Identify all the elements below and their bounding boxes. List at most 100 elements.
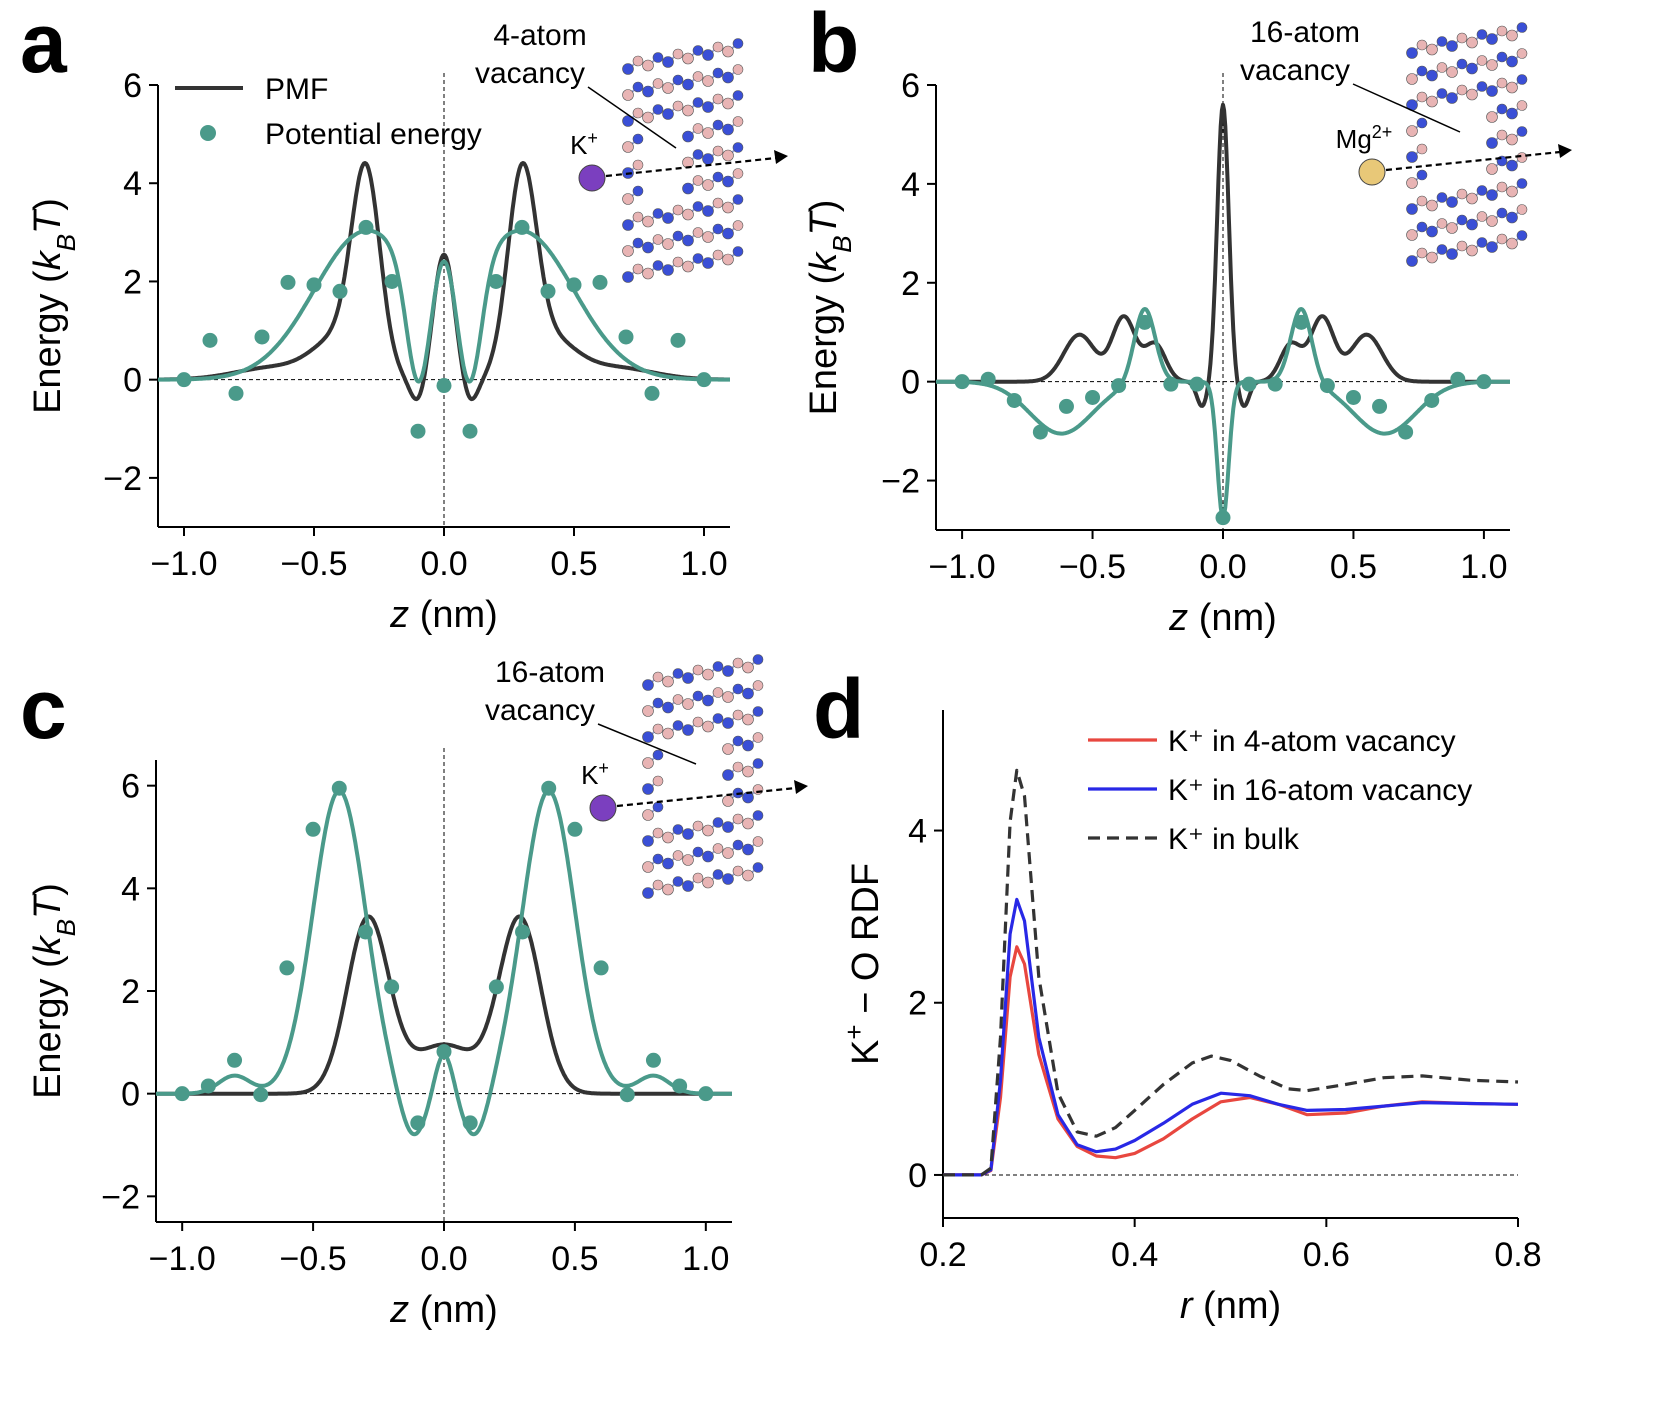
vacancy-label: vacancy: [1240, 54, 1350, 87]
atom: [652, 78, 664, 89]
potential-energy-point: [227, 1052, 243, 1068]
atom: [1466, 244, 1478, 257]
atom: [682, 182, 694, 195]
atom: [712, 843, 724, 854]
atom: [1426, 251, 1438, 264]
atom: [652, 208, 664, 219]
panel-b: b −1.0 −0.5 0.0 0.5 1.0 −2 0 2 4 6 z (nm) Energy (kB…: [803, 0, 1572, 639]
atom: [662, 108, 674, 120]
atom: [682, 104, 694, 117]
ion-path-arrow: [605, 156, 777, 178]
atom: [1426, 95, 1438, 108]
panel-c: c −1.0 −0.5 0.0 0.5 1.0 −2 0 2 4 6 z (nm) Energy (kB…: [20, 654, 808, 1331]
potential-energy-point: [619, 1087, 635, 1103]
potential-energy-point: [1450, 371, 1466, 387]
atom: [742, 765, 754, 778]
arrow-head: [1558, 144, 1572, 158]
atom: [652, 853, 664, 865]
atom: [672, 230, 684, 242]
potential-energy-point: [305, 821, 321, 837]
atom: [1416, 117, 1428, 129]
atom: [672, 850, 684, 861]
atom: [632, 263, 644, 275]
atom: [682, 52, 694, 65]
atom: [1436, 244, 1448, 255]
arrow-head: [774, 150, 788, 164]
rdf-series-line-3: [943, 768, 1519, 1177]
atom: [722, 743, 734, 755]
x-tick-label: 1.0: [1460, 548, 1507, 586]
potential-energy-point: [488, 979, 504, 995]
x-tick-label: −1.0: [149, 1240, 216, 1278]
potential-energy-point: [1032, 424, 1048, 440]
potential-energy-point: [280, 274, 296, 290]
atom: [1496, 77, 1508, 89]
x-axis-label: r (nm): [1180, 1285, 1281, 1327]
x-axis-label: z (nm): [389, 594, 498, 636]
potential-energy-point: [1319, 378, 1335, 394]
atom: [692, 123, 704, 134]
atom: [1416, 195, 1428, 207]
potential-energy-point: [384, 979, 400, 995]
x-tick-label: 0.0: [420, 1240, 467, 1278]
atom: [1496, 181, 1508, 193]
vacancy-inset: 4-atom vacancy K+: [475, 19, 788, 283]
atom: [1506, 211, 1518, 224]
y-tick-label: 2: [121, 973, 140, 1011]
atom: [1456, 214, 1468, 226]
atom: [722, 149, 734, 162]
atom: [722, 691, 734, 703]
atom: [682, 854, 694, 866]
atom: [642, 679, 654, 691]
atom: [632, 55, 644, 67]
atom: [682, 698, 694, 710]
atom: [1426, 199, 1438, 212]
atom: [662, 212, 674, 224]
atom: [1416, 91, 1428, 103]
atom: [1416, 65, 1428, 77]
atom: [672, 876, 684, 887]
atom: [752, 706, 764, 717]
atom: [682, 260, 694, 273]
potential-energy-point: [644, 385, 660, 401]
x-tick-label: 0.8: [1494, 1236, 1541, 1274]
atom: [712, 67, 724, 79]
atom: [1406, 255, 1418, 267]
atom: [692, 690, 704, 702]
atom: [712, 817, 724, 828]
potential-energy-point: [1215, 510, 1231, 526]
x-tick-label: 0.4: [1111, 1236, 1158, 1274]
atom: [712, 223, 724, 235]
atom: [642, 59, 654, 72]
atom: [752, 836, 764, 847]
x-tick-label: 1.0: [680, 545, 727, 583]
atom: [732, 90, 744, 101]
atom: [1476, 29, 1488, 40]
atom: [712, 145, 724, 157]
atom: [732, 761, 744, 773]
atom: [752, 784, 764, 795]
atom: [652, 697, 664, 709]
x-tick-label: 0.5: [551, 1240, 598, 1278]
atom: [712, 41, 724, 53]
atom: [642, 215, 654, 228]
x-tick-label: 0.0: [1199, 548, 1246, 586]
atom: [692, 846, 704, 858]
y-tick-label: −2: [101, 1178, 140, 1216]
atom: [722, 175, 734, 188]
atom: [722, 123, 734, 136]
atom: [1486, 59, 1498, 71]
atom: [732, 246, 744, 257]
x-tick-label: 0.2: [919, 1236, 966, 1274]
atom: [722, 847, 734, 859]
atom: [1436, 218, 1448, 229]
atom: [652, 260, 664, 271]
atom: [662, 56, 674, 68]
atom: [712, 687, 724, 698]
potential-energy-point: [436, 378, 452, 394]
atom: [1426, 225, 1438, 238]
y-tick-label: 0: [908, 1157, 927, 1195]
y-tick-label: 2: [901, 265, 920, 303]
atom: [1446, 222, 1458, 234]
atom: [702, 153, 714, 165]
